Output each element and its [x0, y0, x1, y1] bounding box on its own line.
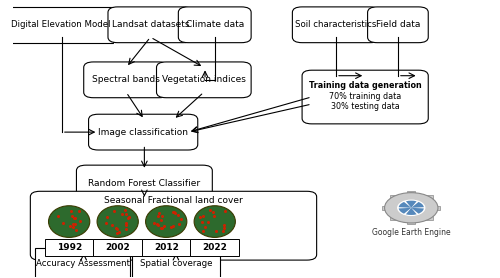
Text: Climate data: Climate data: [186, 20, 244, 29]
Ellipse shape: [146, 206, 187, 237]
Text: Field data: Field data: [376, 20, 420, 29]
FancyBboxPatch shape: [132, 248, 220, 278]
Ellipse shape: [194, 206, 235, 237]
FancyBboxPatch shape: [156, 62, 251, 98]
Text: Image classification: Image classification: [98, 128, 188, 136]
FancyBboxPatch shape: [30, 191, 317, 260]
FancyBboxPatch shape: [368, 7, 428, 43]
FancyBboxPatch shape: [408, 220, 415, 224]
FancyBboxPatch shape: [425, 195, 433, 200]
Circle shape: [398, 200, 425, 215]
Wedge shape: [398, 208, 411, 214]
FancyBboxPatch shape: [292, 7, 380, 43]
FancyBboxPatch shape: [84, 62, 168, 98]
Wedge shape: [398, 202, 411, 208]
Wedge shape: [412, 208, 424, 214]
FancyBboxPatch shape: [108, 7, 193, 43]
Text: 2002: 2002: [106, 243, 130, 252]
FancyBboxPatch shape: [178, 7, 251, 43]
Text: Vegetation indices: Vegetation indices: [162, 75, 246, 84]
Circle shape: [384, 193, 438, 223]
Text: 70% training data: 70% training data: [329, 91, 402, 101]
Text: 2012: 2012: [154, 243, 178, 252]
Wedge shape: [412, 202, 424, 208]
Text: Training data generation: Training data generation: [309, 81, 422, 90]
Text: Accuracy Assessment: Accuracy Assessment: [36, 259, 130, 268]
FancyBboxPatch shape: [35, 248, 130, 278]
FancyBboxPatch shape: [45, 239, 94, 256]
Text: Spatial coverage: Spatial coverage: [140, 259, 212, 268]
FancyBboxPatch shape: [142, 239, 190, 256]
Text: Landsat datasets: Landsat datasets: [112, 20, 189, 29]
Text: 2022: 2022: [202, 243, 227, 252]
Text: Spectral bands: Spectral bands: [92, 75, 160, 84]
FancyBboxPatch shape: [76, 165, 212, 201]
FancyBboxPatch shape: [382, 206, 390, 210]
Text: Google Earth Engine: Google Earth Engine: [372, 228, 450, 237]
FancyBboxPatch shape: [302, 70, 428, 124]
Ellipse shape: [48, 206, 90, 237]
Wedge shape: [406, 201, 416, 208]
FancyBboxPatch shape: [425, 216, 433, 220]
Wedge shape: [406, 208, 416, 215]
FancyBboxPatch shape: [94, 239, 142, 256]
Text: Random Forest Classifier: Random Forest Classifier: [88, 178, 200, 188]
FancyBboxPatch shape: [408, 191, 415, 196]
FancyBboxPatch shape: [190, 239, 239, 256]
FancyBboxPatch shape: [8, 7, 113, 43]
Text: Digital Elevation Model: Digital Elevation Model: [11, 20, 110, 29]
Text: Soil characteristics: Soil characteristics: [296, 20, 376, 29]
Text: 30% testing data: 30% testing data: [331, 102, 400, 111]
FancyBboxPatch shape: [432, 206, 440, 210]
FancyBboxPatch shape: [390, 195, 398, 200]
Text: 1992: 1992: [56, 243, 82, 252]
Text: Seasonal Fractional land cover: Seasonal Fractional land cover: [104, 197, 243, 205]
Ellipse shape: [97, 206, 138, 237]
FancyBboxPatch shape: [88, 114, 198, 150]
FancyBboxPatch shape: [390, 216, 398, 220]
